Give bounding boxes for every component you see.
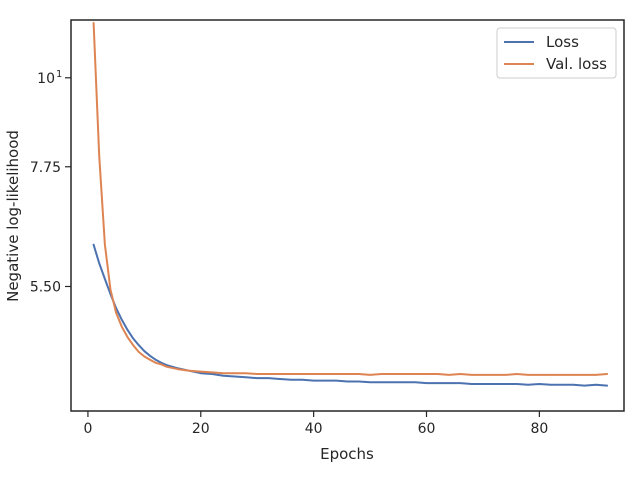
y-tick-exponent: 1 bbox=[56, 69, 62, 80]
x-axis: 0 20 40 60 80 bbox=[83, 411, 548, 437]
x-tick-label: 20 bbox=[192, 421, 210, 437]
x-axis-label: Epochs bbox=[320, 445, 374, 463]
series-line-1 bbox=[92, 22, 609, 376]
y-axis: 5.50 7.75 10 1 bbox=[30, 69, 71, 295]
plot-area bbox=[71, 20, 624, 411]
x-tick-label: 0 bbox=[83, 421, 92, 437]
legend-box bbox=[496, 27, 617, 79]
series-line-0 bbox=[92, 243, 609, 387]
x-tick-label: 40 bbox=[305, 421, 323, 437]
y-tick-label: 10 bbox=[37, 71, 55, 87]
series-layer bbox=[92, 22, 609, 387]
legend-label-loss: Loss bbox=[546, 33, 579, 51]
y-axis-label: Negative log-likelihood bbox=[4, 130, 22, 302]
legend: Loss Val. loss bbox=[496, 27, 617, 79]
plot-frame bbox=[70, 19, 625, 412]
y-tick-label: 5.50 bbox=[30, 279, 61, 295]
legend-label-val-loss: Val. loss bbox=[546, 55, 607, 73]
y-tick-label: 7.75 bbox=[30, 160, 61, 176]
x-tick-label: 60 bbox=[418, 421, 436, 437]
x-tick-label: 80 bbox=[530, 421, 548, 437]
